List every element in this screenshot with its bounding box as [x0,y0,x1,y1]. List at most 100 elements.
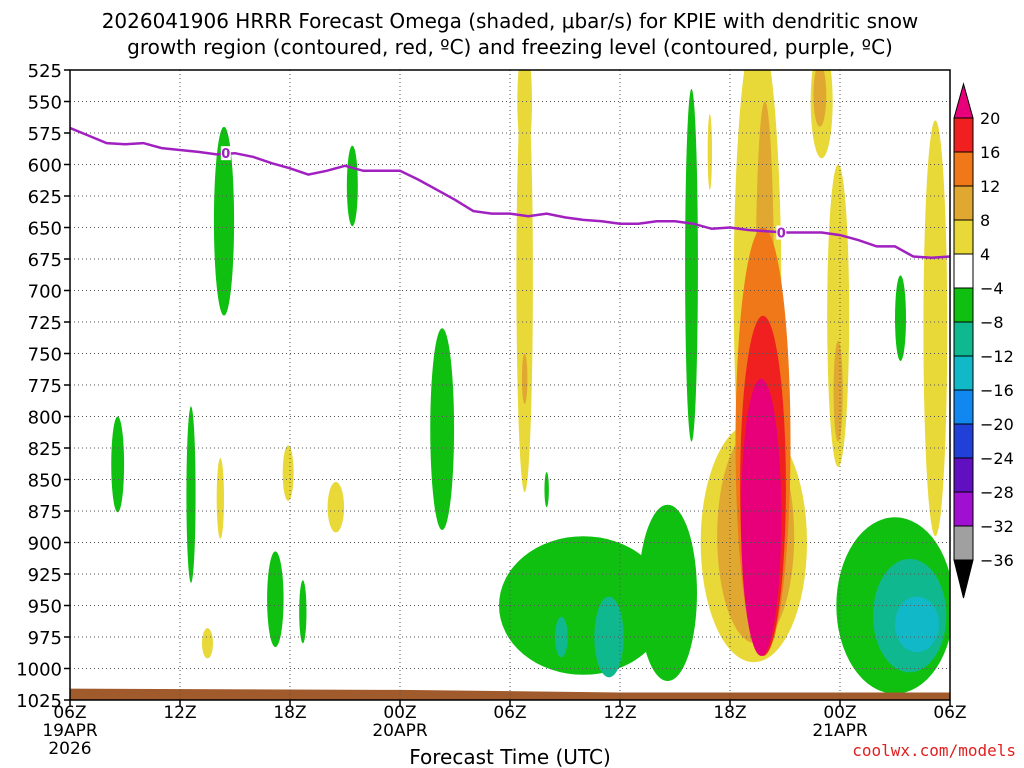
omega-region-teal-lower-1 [594,596,624,678]
colorbar-label-6: −8 [980,313,1004,332]
y-tick-label-825: 825 [28,439,62,460]
x-axis-label: Forecast Time (UTC) [409,745,611,768]
colorbar-label-8: −16 [980,381,1014,400]
omega-region-magenta-20z [741,378,782,656]
colorbar-swatch-3 [953,185,974,221]
watermark: coolwx.com/models [852,741,1016,760]
omega-region-gold-00z-top [813,70,827,127]
x-tick-label-24: 06Z [493,703,526,723]
y-tick-label-750: 750 [28,345,62,366]
x-tick-label-36: 18Z [713,703,746,723]
omega-region-green-00z-upper [346,145,358,227]
omega-region-yellow-00z-col [827,164,850,467]
freezing-level-line [70,126,950,259]
colorbar-label-13: −36 [980,551,1014,570]
omega-region-green-15z-upper [213,126,235,316]
colorbar-swatch-top [953,82,974,119]
omega-region-green-18z [299,580,307,644]
omega-region-green-lower-blob2 [638,504,698,682]
colorbar-swatch-5 [953,253,974,289]
omega-region-green-11z-stripe [544,471,549,508]
y-tick-label-575: 575 [28,124,62,145]
colorbar-label-7: −12 [980,347,1014,366]
freezing-level-label: 0 [777,227,786,242]
y-tick-label-550: 550 [28,93,62,114]
colorbar-label-0: 20 [980,109,1000,128]
colorbar: 20 16 12 8 4 −4 −8 −12 −16 −20 −24 −28 −32 −36 [953,82,1014,599]
y-tick-label-725: 725 [28,313,62,334]
y-tick-label-525: 525 [28,61,62,82]
omega-region-yellow-12z-col [516,70,533,493]
y-tick-label-850: 850 [28,471,62,492]
y-tick-label-600: 600 [28,156,62,177]
omega-region-yellow-14z [202,628,213,659]
x-date-label-18: 20APR [372,721,428,741]
x-tick-label-0: 06Z [53,703,86,723]
colorbar-swatch-8 [953,355,974,391]
y-tick-label-1000: 1000 [16,660,62,681]
y-tick-label-675: 675 [28,250,62,271]
freezing-level-label-bg [220,146,231,161]
colorbar-swatch-bottom [953,559,974,599]
omega-region-green-15z-stripe [685,88,698,442]
y-tick-label-625: 625 [28,187,62,208]
colorbar-label-9: −20 [980,415,1014,434]
colorbar-swatch-9 [953,389,974,425]
freezing-level-label: 0 [221,147,230,162]
omega-region-green-lower-blob1 [498,536,668,675]
omega-region-yellow-17z-small [707,114,713,190]
colorbar-label-5: −4 [980,279,1004,298]
chart-title-line1: 2026041906 HRRR Forecast Omega (shaded, … [102,9,919,33]
colorbar-label-3: 8 [980,211,990,230]
omega-region-green-16z [267,551,284,648]
colorbar-swatch-1 [953,117,974,153]
colorbar-swatch-13 [953,525,974,561]
x-tick-label-6: 12Z [163,703,196,723]
y-tick-label-800: 800 [28,408,62,429]
x-tick-label-30: 12Z [603,703,636,723]
x-tick-label-42: 00Z [823,703,856,723]
colorbar-label-12: −32 [980,517,1014,536]
omega-region-gold-12z-small [521,353,528,404]
y-tick-label-950: 950 [28,597,62,618]
omega-region-gold-00z-mid [833,340,843,442]
y-tick-label-650: 650 [28,219,62,240]
colorbar-label-2: 12 [980,177,1000,196]
x-tick-label-48: 06Z [933,703,966,723]
x-tick-label-18: 00Z [383,703,416,723]
colorbar-label-10: −24 [980,449,1014,468]
y-tick-label-1025: 1025 [16,691,62,712]
x-tick-label-12: 18Z [273,703,306,723]
colorbar-label-1: 16 [980,143,1000,162]
omega-region-green-03z-small [895,275,906,362]
y-tick-label-875: 875 [28,502,62,523]
chart-title-line2: growth region (contoured, red, ºC) and f… [127,35,893,59]
colorbar-label-11: −28 [980,483,1014,502]
omega-region-yellow-05z-col [923,120,948,537]
y-tick-label-900: 900 [28,534,62,555]
x-date-label-42: 21APR [812,721,868,741]
colorbar-swatch-2 [953,151,974,187]
colorbar-swatch-6 [953,287,974,323]
omega-region-yellow-18z [282,445,294,501]
omega-region-green-12z [186,406,196,583]
omega-region-cyan-lower [895,596,939,653]
grid-lines [69,69,951,701]
omega-region-teal-lower-2 [554,616,568,658]
x-year-label: 2026 [48,739,91,759]
colorbar-swatch-7 [953,321,974,357]
omega-region-green-02z [430,328,455,530]
omega-region-yellow-21z [327,482,345,533]
colorbar-swatch-4 [953,219,974,255]
colorbar-label-4: 4 [980,245,990,264]
omega-region-yellow-12z-top [517,70,532,159]
colorbar-swatch-11 [953,457,974,493]
omega-region-green-10z [111,416,125,513]
colorbar-swatch-12 [953,491,974,527]
freezing-level-label-bg [776,225,787,240]
x-date-label-0: 19APR [42,721,98,741]
y-tick-label-925: 925 [28,565,62,586]
y-tick-label-775: 775 [28,376,62,397]
